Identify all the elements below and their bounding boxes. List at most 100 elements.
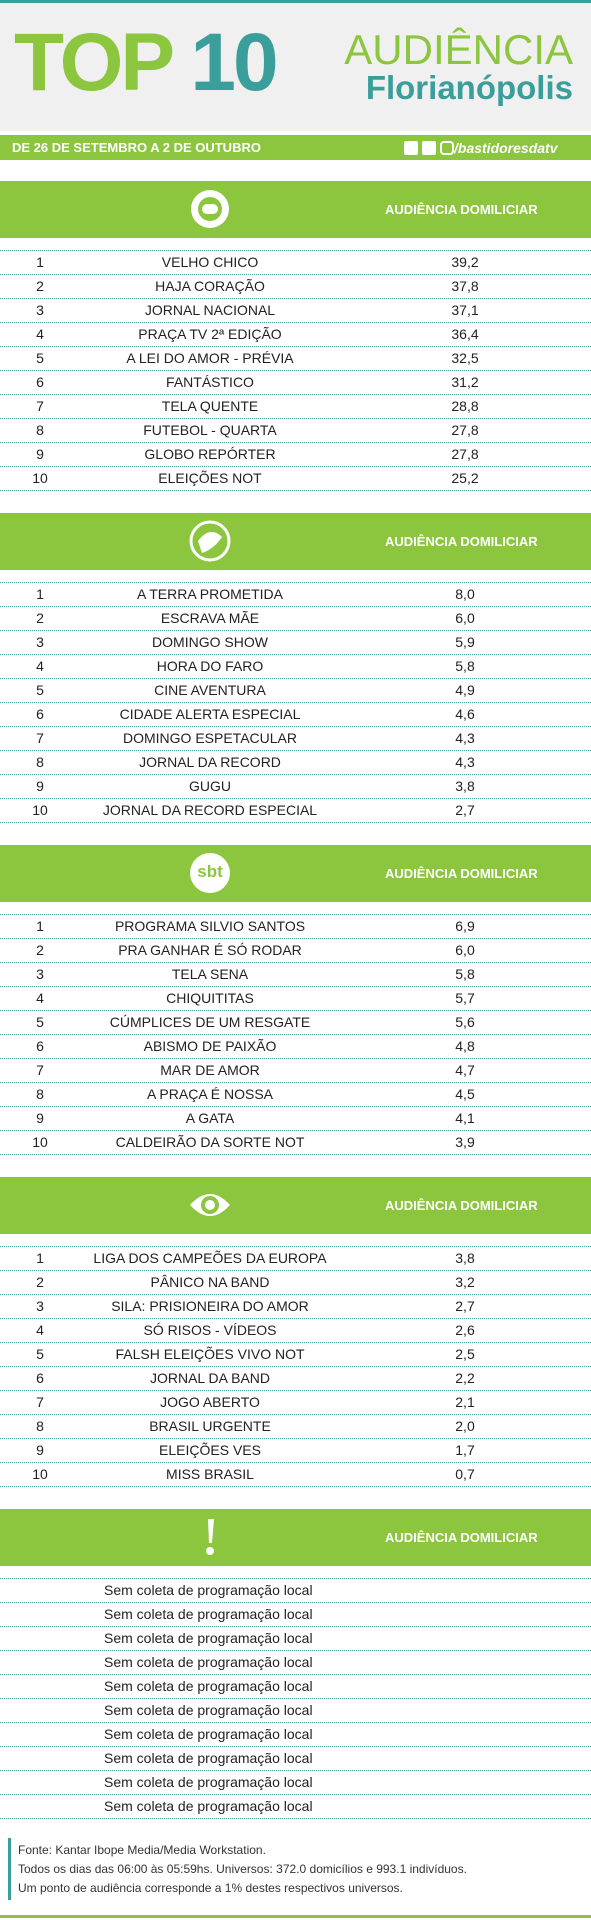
rating: 8,0 [455, 586, 475, 602]
rating: 5,9 [455, 634, 475, 650]
program: CINE AVENTURA [154, 682, 266, 698]
channel-logo-text: sbt [197, 862, 223, 881]
rank: 5 [36, 1346, 44, 1362]
program: ESCRAVA MÃE [160, 610, 260, 626]
program: A PRAÇA É NOSSA [146, 1086, 274, 1102]
column-header: AUDIÊNCIA DOMILICIAR [385, 202, 538, 217]
program: TELA SENA [171, 966, 249, 982]
row-divider [0, 346, 591, 347]
row-divider [0, 1318, 591, 1319]
row-divider [0, 1034, 591, 1035]
program: DOMINGO SHOW [152, 634, 268, 650]
program: PÂNICO NA BAND [150, 1274, 270, 1290]
row-divider [0, 1674, 591, 1675]
period: DE 26 DE SETEMBRO A 2 DE OUTUBRO [12, 140, 261, 155]
rating: 4,3 [455, 754, 475, 770]
rank: 2 [36, 278, 44, 294]
rank: 10 [32, 470, 48, 486]
rank: 8 [36, 1086, 44, 1102]
program: Sem coleta de programação local [104, 1774, 313, 1790]
column-header: AUDIÊNCIA DOMILICIAR [385, 534, 538, 549]
rating: 0,7 [455, 1466, 475, 1482]
program: JORNAL DA RECORD ESPECIAL [102, 802, 318, 818]
program: A GATA [185, 1110, 235, 1126]
program: A TERRA PROMETIDA [137, 586, 283, 602]
row-divider [0, 1058, 591, 1059]
footer-note: Todos os dias das 06:00 às 05:59hs. Univ… [18, 1862, 467, 1876]
program: Sem coleta de programação local [104, 1726, 313, 1742]
rating: 25,2 [451, 470, 479, 486]
program: CIDADE ALERTA ESPECIAL [119, 706, 301, 722]
footer-bar [8, 1838, 11, 1900]
rank: 1 [36, 1250, 44, 1266]
handle: /bastidoresdatv [454, 140, 558, 156]
program: CHIQUITITAS [166, 990, 254, 1006]
program: CALDEIRÃO DA SORTE NOT [115, 1134, 305, 1150]
channel-logo [190, 853, 230, 893]
rating: 37,8 [451, 278, 479, 294]
row-divider [0, 1414, 591, 1415]
rank: 3 [36, 634, 44, 650]
rating: 3,8 [455, 1250, 475, 1266]
program: HORA DO FARO [156, 658, 264, 674]
channel-logo [206, 1519, 214, 1555]
rating: 31,2 [451, 374, 479, 390]
row-divider [0, 1294, 591, 1295]
twitter-icon [422, 141, 436, 155]
program: FALSH ELEIÇÕES VIVO NOT [115, 1346, 305, 1362]
rating: 36,4 [451, 326, 479, 342]
program: BRASIL URGENTE [149, 1418, 271, 1434]
channel-logo [189, 520, 231, 562]
rank: 7 [36, 730, 44, 746]
rank: 8 [36, 1418, 44, 1434]
audience-title: AUDIÊNCIA [344, 26, 573, 73]
rating: 5,7 [455, 990, 475, 1006]
row-divider [0, 1390, 591, 1391]
program: Sem coleta de programação local [104, 1750, 313, 1766]
rating: 37,1 [451, 302, 479, 318]
program: Sem coleta de programação local [104, 1798, 313, 1814]
row-divider [0, 1578, 591, 1579]
row-divider [0, 606, 591, 607]
rating: 4,7 [455, 1062, 475, 1078]
program: JOGO ABERTO [160, 1394, 260, 1410]
rating: 28,8 [451, 398, 479, 414]
rating: 3,2 [455, 1274, 475, 1290]
rank: 7 [36, 1394, 44, 1410]
row-divider [0, 1130, 591, 1131]
row-divider [0, 1602, 591, 1603]
row-divider [0, 250, 591, 251]
rating: 32,5 [451, 350, 479, 366]
program: ABISMO DE PAIXÃO [143, 1038, 277, 1054]
rank: 3 [36, 966, 44, 982]
program: ELEIÇÕES NOT [158, 470, 262, 486]
column-header: AUDIÊNCIA DOMILICIAR [385, 1530, 538, 1545]
rank: 1 [36, 254, 44, 270]
rating: 39,2 [451, 254, 479, 270]
program: SÓ RISOS - VÍDEOS [143, 1322, 277, 1338]
rank: 9 [36, 446, 44, 462]
rating: 3,8 [455, 778, 475, 794]
row-divider [0, 1246, 591, 1247]
row-divider [0, 274, 591, 275]
program: CÚMPLICES DE UM RESGATE [109, 1014, 311, 1030]
section-header [0, 845, 591, 902]
rank: 5 [36, 682, 44, 698]
rank: 5 [36, 1014, 44, 1030]
row-divider [0, 1746, 591, 1747]
program: TELA QUENTE [161, 398, 259, 414]
rating: 27,8 [451, 446, 479, 462]
row-divider [0, 418, 591, 419]
row-divider [0, 798, 591, 799]
section-header [0, 1509, 591, 1566]
program: PRAÇA TV 2ª EDIÇÃO [138, 326, 282, 342]
row-divider [0, 678, 591, 679]
rating: 2,0 [455, 1418, 475, 1434]
rating: 2,6 [455, 1322, 475, 1338]
program: FUTEBOL - QUARTA [143, 422, 277, 438]
rank: 5 [36, 350, 44, 366]
program: JORNAL DA RECORD [139, 754, 281, 770]
program: LIGA DOS CAMPEÕES DA EUROPA [93, 1250, 327, 1266]
channel-logo [190, 1194, 230, 1216]
